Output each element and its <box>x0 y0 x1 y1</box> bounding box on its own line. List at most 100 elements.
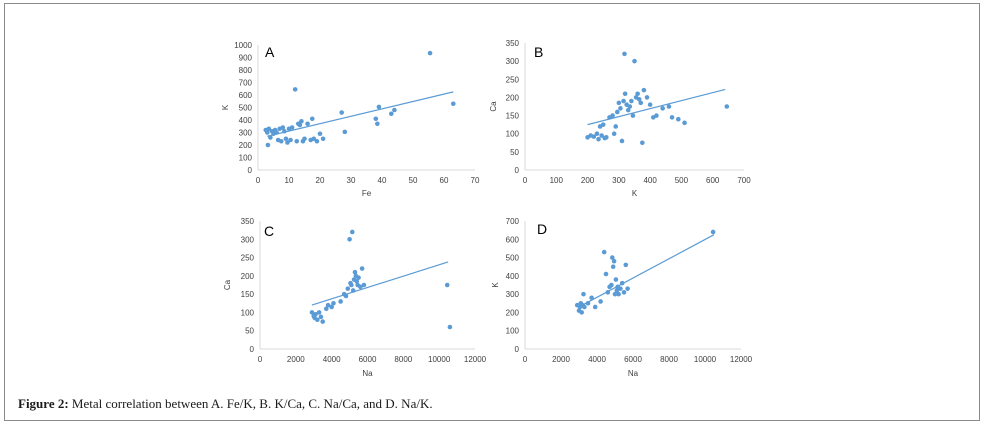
data-point <box>427 50 433 56</box>
data-point <box>329 304 334 310</box>
data-point <box>644 95 650 100</box>
data-point <box>318 314 324 320</box>
data-point <box>373 116 379 122</box>
x-tick-label: 2000 <box>287 355 305 364</box>
data-point <box>265 130 270 135</box>
y-tick-label: 1000 <box>234 41 252 50</box>
x-axis-label: Fe <box>362 189 372 198</box>
data-point <box>278 138 284 144</box>
y-tick-label: 100 <box>506 130 520 139</box>
y-tick-label: 0 <box>248 166 253 175</box>
data-point <box>640 140 645 146</box>
data-point <box>618 286 623 291</box>
data-point <box>613 277 619 282</box>
figure-frame <box>4 3 980 421</box>
data-point <box>611 131 617 137</box>
data-point <box>349 282 354 288</box>
data-point <box>636 96 642 102</box>
data-point <box>625 286 630 291</box>
x-tick-label: 12000 <box>730 355 753 364</box>
data-point <box>585 300 591 306</box>
y-tick-label: 200 <box>241 272 255 281</box>
data-point <box>316 310 322 315</box>
data-point <box>638 100 644 106</box>
y-tick-label: 0 <box>250 345 255 354</box>
x-tick-label: 12000 <box>464 355 487 364</box>
data-point <box>579 310 584 315</box>
data-point <box>343 293 349 299</box>
panel-label: A <box>265 44 275 60</box>
data-point <box>349 229 355 235</box>
x-tick-label: 500 <box>675 176 689 185</box>
data-point <box>288 137 293 143</box>
figure-caption: Figure 2: Metal correlation between A. F… <box>18 396 433 412</box>
data-point <box>311 136 317 142</box>
data-point <box>582 304 587 310</box>
y-tick-label: 200 <box>506 93 520 102</box>
data-point <box>356 275 361 280</box>
x-tick-label: 0 <box>523 176 528 185</box>
data-point <box>666 104 672 109</box>
y-tick-label: 300 <box>239 129 253 138</box>
data-point <box>601 249 607 255</box>
x-axis-label: Na <box>628 369 639 378</box>
y-tick-label: 100 <box>241 308 255 317</box>
y-tick-label: 700 <box>506 217 520 226</box>
y-tick-label: 300 <box>506 57 520 66</box>
x-tick-label: 6000 <box>624 355 642 364</box>
data-point <box>352 269 358 275</box>
x-tick-label: 600 <box>706 176 720 185</box>
data-point <box>619 280 625 286</box>
data-point <box>294 138 300 144</box>
panel-label: C <box>264 223 274 239</box>
x-tick-label: 8000 <box>394 355 412 364</box>
data-point <box>622 91 628 97</box>
y-tick-label: 150 <box>506 112 520 121</box>
trendline <box>311 261 449 306</box>
data-point <box>623 262 629 268</box>
data-point <box>282 128 287 134</box>
y-axis-label: Ca <box>489 101 498 112</box>
y-tick-label: 350 <box>241 217 255 226</box>
data-point <box>338 299 343 304</box>
data-point <box>285 140 290 145</box>
data-point <box>618 106 623 111</box>
x-tick-label: 70 <box>471 176 480 185</box>
x-tick-label: 10 <box>285 176 294 185</box>
y-tick-label: 50 <box>245 327 254 336</box>
y-tick-label: 0 <box>515 166 520 175</box>
x-tick-label: 6000 <box>359 355 377 364</box>
y-tick-label: 100 <box>506 327 520 336</box>
data-point <box>603 271 609 277</box>
y-tick-label: 150 <box>241 290 255 299</box>
data-point <box>392 107 397 113</box>
x-tick-label: 40 <box>378 176 387 185</box>
data-point <box>599 133 604 138</box>
data-point <box>331 300 336 306</box>
y-tick-label: 300 <box>241 235 255 244</box>
y-tick-label: 800 <box>239 66 253 75</box>
y-axis-label: Ca <box>223 279 232 290</box>
x-tick-label: 100 <box>550 176 564 185</box>
data-point <box>609 282 614 288</box>
x-tick-label: 4000 <box>323 355 341 364</box>
data-point <box>625 107 631 113</box>
data-point <box>320 136 326 142</box>
data-point <box>274 130 279 135</box>
data-point <box>289 125 295 130</box>
y-axis-label: K <box>491 282 500 288</box>
data-point <box>621 98 626 104</box>
data-point <box>280 125 286 130</box>
y-tick-label: 100 <box>239 154 253 163</box>
trendline <box>267 91 454 137</box>
data-point <box>616 100 622 106</box>
data-point <box>451 101 456 107</box>
y-tick-label: 300 <box>506 290 520 299</box>
y-tick-label: 700 <box>239 79 253 88</box>
data-point <box>297 122 303 128</box>
x-tick-label: 700 <box>737 176 751 185</box>
y-tick-label: 900 <box>239 54 253 63</box>
